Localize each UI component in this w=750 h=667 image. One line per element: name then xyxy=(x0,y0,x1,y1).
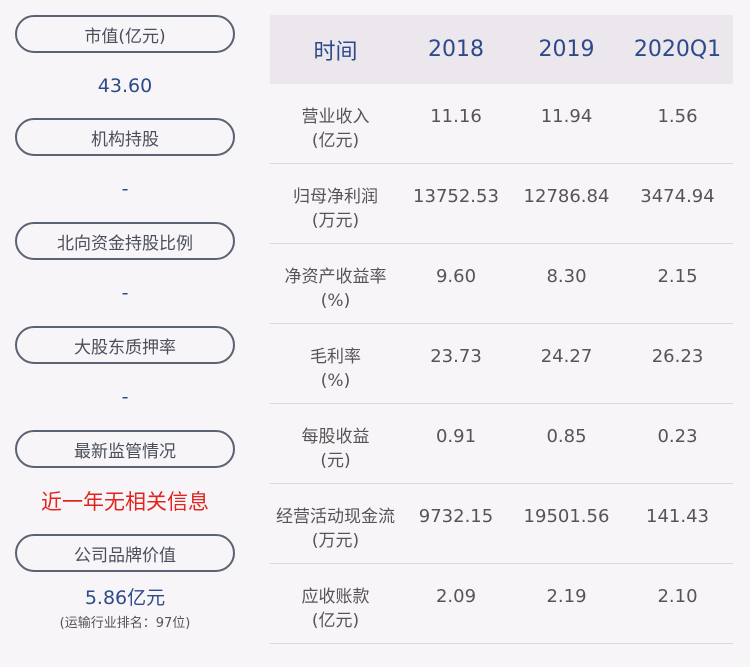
brand-value-text: 5.86亿元 xyxy=(84,587,166,609)
row-name: 每股收益 xyxy=(301,427,370,447)
row-label: 每股收益 (元) xyxy=(270,425,401,473)
cell-2018: 2.09 xyxy=(435,586,477,607)
cell-2019: 11.94 xyxy=(540,106,593,127)
cell-2019: 24.27 xyxy=(540,346,593,367)
cell-2020q1: 26.23 xyxy=(651,346,704,367)
row-unit: (亿元) xyxy=(311,611,360,631)
institution-holding-value-text: - xyxy=(121,178,129,200)
cell-2019: 12786.84 xyxy=(523,186,610,207)
row-unit: (%) xyxy=(320,371,351,391)
row-label: 归母净利润 (万元) xyxy=(270,185,401,233)
cell-2020q1: 2.10 xyxy=(657,586,698,607)
institution-holding-value: - xyxy=(15,156,235,222)
row-name: 经营活动现金流 xyxy=(276,507,395,527)
table-row: 净资产收益率 (%) 9.60 8.30 2.15 xyxy=(270,244,733,324)
northbound-holding-value-text: - xyxy=(121,282,129,304)
header-2019: 2019 xyxy=(538,37,595,62)
cell-2020q1: 0.23 xyxy=(657,426,698,447)
cell-2019: 0.85 xyxy=(546,426,587,447)
regulation-value: 近一年无相关信息 xyxy=(15,468,235,534)
row-unit: (万元) xyxy=(311,531,360,551)
table-row: 经营活动现金流 (万元) 9732.15 19501.56 141.43 xyxy=(270,484,733,564)
row-unit: (万元) xyxy=(311,211,360,231)
brand-value: 5.86亿元 (运输行业排名：97位) xyxy=(15,572,235,642)
cell-2018: 9732.15 xyxy=(418,506,494,527)
brand-rank-text: (运输行业排名：97位) xyxy=(59,616,191,631)
row-name: 应收账款 xyxy=(301,587,370,607)
table-row: 毛利率 (%) 23.73 24.27 26.23 xyxy=(270,324,733,404)
cell-2018: 0.91 xyxy=(435,426,477,447)
cell-2020q1: 2.15 xyxy=(657,266,698,287)
row-name: 归母净利润 xyxy=(293,187,378,207)
cell-2019: 8.30 xyxy=(546,266,587,287)
table-row: 营业收入 (亿元) 11.16 11.94 1.56 xyxy=(270,84,733,164)
brand-value-label: 公司品牌价值 xyxy=(15,534,235,572)
row-label: 应收账款 (亿元) xyxy=(270,585,401,633)
cell-2018: 9.60 xyxy=(435,266,477,287)
row-label: 毛利率 (%) xyxy=(270,345,401,393)
pledge-rate-label: 大股东质押率 xyxy=(15,326,235,364)
financial-table: 时间 2018 2019 2020Q1 营业收入 (亿元) 11.16 11.9… xyxy=(270,15,733,644)
row-unit: (元) xyxy=(320,451,351,471)
header-2020q1: 2020Q1 xyxy=(633,37,722,62)
market-cap-label: 市值(亿元) xyxy=(15,15,235,53)
cell-2018: 11.16 xyxy=(430,106,482,127)
cell-2020q1: 141.43 xyxy=(646,506,709,527)
row-label: 营业收入 (亿元) xyxy=(270,105,401,153)
table-row: 每股收益 (元) 0.91 0.85 0.23 xyxy=(270,404,733,484)
cell-2020q1: 3474.94 xyxy=(640,186,715,207)
row-label: 净资产收益率 (%) xyxy=(270,265,401,313)
cell-2019: 2.19 xyxy=(546,586,587,607)
cell-2018: 23.73 xyxy=(430,346,482,367)
row-unit: (亿元) xyxy=(311,131,360,151)
market-cap-value-text: 43.60 xyxy=(97,74,153,97)
cell-2019: 19501.56 xyxy=(523,506,610,527)
row-name: 净资产收益率 xyxy=(284,267,387,287)
pledge-rate-value: - xyxy=(15,364,235,430)
header-time: 时间 xyxy=(313,39,358,65)
table-row: 应收账款 (亿元) 2.09 2.19 2.10 xyxy=(270,564,733,644)
northbound-holding-value: - xyxy=(15,260,235,326)
header-2018: 2018 xyxy=(428,37,484,62)
row-unit: (%) xyxy=(320,291,351,311)
regulation-value-text: 近一年无相关信息 xyxy=(41,490,209,514)
pledge-rate-value-text: - xyxy=(121,386,129,408)
table-header: 时间 2018 2019 2020Q1 xyxy=(270,15,733,84)
row-name: 营业收入 xyxy=(301,107,370,127)
cell-2020q1: 1.56 xyxy=(657,106,698,127)
row-label: 经营活动现金流 (万元) xyxy=(270,505,401,553)
market-cap-value: 43.60 xyxy=(15,53,235,118)
cell-2018: 13752.53 xyxy=(413,186,499,207)
table-row: 归母净利润 (万元) 13752.53 12786.84 3474.94 xyxy=(270,164,733,244)
regulation-label: 最新监管情况 xyxy=(15,430,235,468)
institution-holding-label: 机构持股 xyxy=(15,118,235,156)
northbound-holding-label: 北向资金持股比例 xyxy=(15,222,235,260)
row-name: 毛利率 xyxy=(310,347,361,367)
left-panel: 市值(亿元) 43.60 机构持股 - 北向资金持股比例 - 大股东质押率 - … xyxy=(15,15,235,642)
